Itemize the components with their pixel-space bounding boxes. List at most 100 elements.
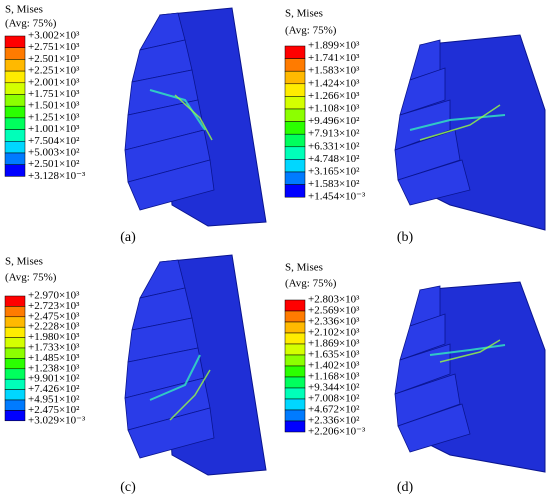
panel-caption: (a): [120, 230, 136, 245]
color-swatch: [284, 159, 306, 173]
gear-model: [124, 254, 267, 476]
legend-label: +2.206×10⁻³: [308, 426, 366, 438]
gear-model: [124, 7, 267, 227]
legend-label: +1.501×10³: [28, 100, 80, 112]
legend-label: +1.583×10²: [308, 178, 360, 190]
color-swatch: [4, 129, 26, 142]
legend-label: +3.002×10³: [28, 30, 80, 42]
legend-label: +7.426×10²: [28, 383, 80, 395]
color-swatch: [284, 376, 306, 389]
color-swatch: [4, 378, 26, 390]
legend-label: +3.029×10⁻³: [28, 414, 86, 426]
color-swatch: [4, 59, 26, 72]
legend-label: +2.751×10³: [28, 41, 80, 53]
color-swatch: [4, 326, 26, 338]
color-swatch: [4, 105, 26, 119]
legend-subtitle: (Avg: 75%): [285, 278, 337, 290]
legend-label: +2.475×10³: [28, 310, 80, 322]
color-swatch: [4, 306, 26, 318]
gear-model: [394, 34, 546, 231]
color-swatch: [4, 389, 26, 401]
legend-label: +6.331×10²: [308, 140, 360, 152]
legend-label: +5.003×10²: [28, 147, 80, 159]
legend-label: +4.748×10²: [308, 153, 360, 165]
legend-label: +1.869×10³: [308, 338, 360, 350]
legend-label: +1.583×10³: [308, 65, 360, 77]
legend-label: +2.569×10³: [308, 305, 360, 317]
color-swatch: [4, 164, 26, 177]
legend-label: +2.803×10³: [308, 294, 360, 306]
legend-subtitle: (Avg: 75%): [5, 272, 57, 284]
legend-label: +2.475×10²: [28, 404, 80, 416]
color-swatch: [4, 410, 26, 422]
color-swatch: [4, 152, 26, 165]
color-swatch: [284, 133, 306, 148]
color-swatch: [4, 70, 26, 84]
color-swatch: [284, 146, 306, 160]
color-swatch: [4, 94, 26, 107]
legend-label: +2.001×10³: [28, 76, 80, 88]
color-swatch: [284, 45, 306, 59]
legend-title: S, Mises: [5, 256, 43, 268]
color-swatch: [284, 58, 306, 72]
color-swatch: [284, 365, 306, 378]
color-swatch: [4, 295, 26, 307]
color-swatch: [284, 299, 306, 312]
legend-label: +2.336×10³: [308, 316, 360, 328]
legend-label: +2.723×10³: [28, 300, 80, 312]
legend-label: +7.008×10²: [308, 393, 360, 405]
color-swatch: [284, 354, 306, 367]
legend-label: +1.001×10³: [28, 123, 80, 135]
legend-title: S, Mises: [285, 8, 323, 20]
legend-label: +2.102×10³: [308, 327, 360, 339]
color-swatch: [4, 337, 26, 349]
color-swatch: [4, 368, 26, 380]
color-swatch: [284, 310, 306, 323]
color-swatch: [284, 83, 306, 97]
color-swatch: [4, 117, 26, 130]
legend-label: +1.251×10³: [28, 111, 80, 123]
legend-label: +1.751×10³: [28, 88, 80, 100]
color-swatch: [284, 70, 306, 85]
legend-label: +2.501×10²: [28, 158, 80, 170]
legend-label: +1.168×10³: [308, 371, 360, 383]
legend-label: +1.980×10³: [28, 331, 80, 343]
legend-label: +1.635×10³: [308, 349, 360, 361]
legend-label: +2.228×10³: [28, 321, 80, 333]
panel-caption: (d): [397, 480, 414, 495]
legend-label: +1.238×10³: [28, 362, 80, 374]
color-swatch: [4, 399, 26, 411]
legend-label: +2.501×10³: [28, 53, 80, 65]
legend-label: +3.128×10⁻³: [28, 170, 86, 182]
legend-label: +4.951×10²: [28, 394, 80, 406]
legend-label: +9.901×10²: [28, 373, 80, 385]
legend-label: +7.504×10²: [28, 135, 80, 147]
legend-label: +7.913×10²: [308, 128, 360, 140]
color-swatch: [284, 420, 306, 433]
legend-label: +1.424×10³: [308, 77, 360, 89]
legend-label: +1.733×10³: [28, 342, 80, 354]
panel-caption: (c): [120, 480, 136, 495]
gear-model: [394, 281, 546, 473]
color-swatch: [284, 96, 306, 110]
legend-label: +2.970×10³: [28, 290, 80, 302]
legend-subtitle: (Avg: 75%): [285, 25, 337, 37]
color-swatch: [4, 35, 26, 48]
color-swatch: [284, 171, 306, 185]
legend-label: +4.672×10²: [308, 404, 360, 416]
legend-subtitle: (Avg: 75%): [5, 18, 57, 30]
legend-label: +1.108×10³: [308, 103, 360, 115]
legend-label: +3.165×10²: [308, 166, 360, 178]
legend-title: S, Mises: [5, 4, 43, 16]
legend-label: +9.496×10²: [308, 115, 360, 127]
legend-label: +1.485×10³: [28, 352, 80, 364]
color-swatch: [4, 47, 26, 60]
color-swatch: [284, 108, 306, 122]
color-swatch: [4, 141, 26, 154]
legend-label: +2.336×10²: [308, 415, 360, 427]
color-swatch: [4, 316, 26, 328]
color-swatch: [284, 184, 306, 198]
color-swatch: [4, 358, 26, 370]
color-swatch: [284, 121, 306, 135]
